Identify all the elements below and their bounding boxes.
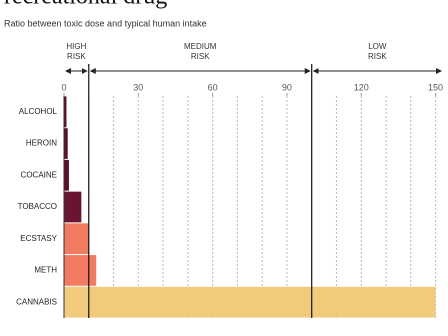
- chart-subtitle: Ratio between toxic dose and typical hum…: [4, 18, 207, 28]
- bar: [64, 96, 67, 128]
- bar: [64, 255, 97, 286]
- bar: [64, 128, 68, 159]
- x-tick-label: 120: [354, 82, 369, 92]
- y-tick-label: TOBACCO: [18, 202, 57, 211]
- zone-label: LOW: [368, 42, 387, 51]
- zone-label: RISK: [67, 52, 86, 61]
- x-tick-label: 0: [61, 82, 66, 92]
- y-tick-label: HEROIN: [26, 139, 57, 148]
- zone-label: HIGH: [66, 42, 86, 51]
- bar: [64, 223, 89, 255]
- x-tick-label: 60: [208, 82, 218, 92]
- x-tick-label: 150: [428, 82, 443, 92]
- y-tick-label: CANNABIS: [16, 297, 57, 306]
- x-tick-label: 30: [133, 82, 143, 92]
- zone-label: RISK: [368, 52, 387, 61]
- y-tick-label: ECSTASY: [20, 234, 57, 243]
- bar: [64, 191, 82, 223]
- x-tick-label: 90: [282, 82, 292, 92]
- bar: [64, 159, 69, 191]
- zone-label: RISK: [191, 52, 210, 61]
- y-tick-label: METH: [34, 266, 57, 275]
- bar: [64, 286, 436, 318]
- y-tick-label: COCAINE: [21, 170, 57, 179]
- chart-title: recreational drug: [4, 0, 167, 10]
- y-tick-label: ALCOHOL: [19, 107, 58, 116]
- zone-label: MEDIUM: [184, 42, 217, 51]
